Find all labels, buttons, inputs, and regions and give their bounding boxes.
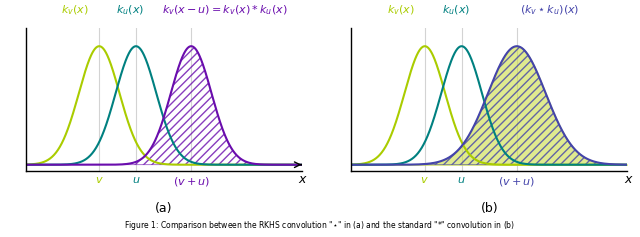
Text: $v$: $v$: [95, 175, 104, 185]
Text: $x$: $x$: [623, 173, 634, 186]
Text: (a): (a): [155, 202, 172, 215]
Text: $k_v(x)$: $k_v(x)$: [387, 4, 415, 17]
Text: $k_v(x-u) = k_v(x) * k_u(x)$: $k_v(x-u) = k_v(x) * k_u(x)$: [161, 4, 287, 17]
Text: $v$: $v$: [420, 175, 429, 185]
Text: $k_u(x)$: $k_u(x)$: [116, 4, 145, 17]
Text: $k_u(x)$: $k_u(x)$: [442, 4, 470, 17]
Text: $u$: $u$: [458, 175, 466, 185]
Text: $u$: $u$: [132, 175, 140, 185]
Text: $x$: $x$: [298, 173, 308, 186]
Text: $(k_v \star k_u)(x)$: $(k_v \star k_u)(x)$: [520, 4, 580, 17]
Text: $(v+u)$: $(v+u)$: [173, 175, 210, 188]
Text: (b): (b): [481, 202, 498, 215]
Text: $k_v(x)$: $k_v(x)$: [61, 4, 89, 17]
Text: Figure 1: Comparison between the RKHS convolution "$\star$" in (a) and the stand: Figure 1: Comparison between the RKHS co…: [124, 219, 516, 232]
Text: $(v+u)$: $(v+u)$: [499, 175, 535, 188]
